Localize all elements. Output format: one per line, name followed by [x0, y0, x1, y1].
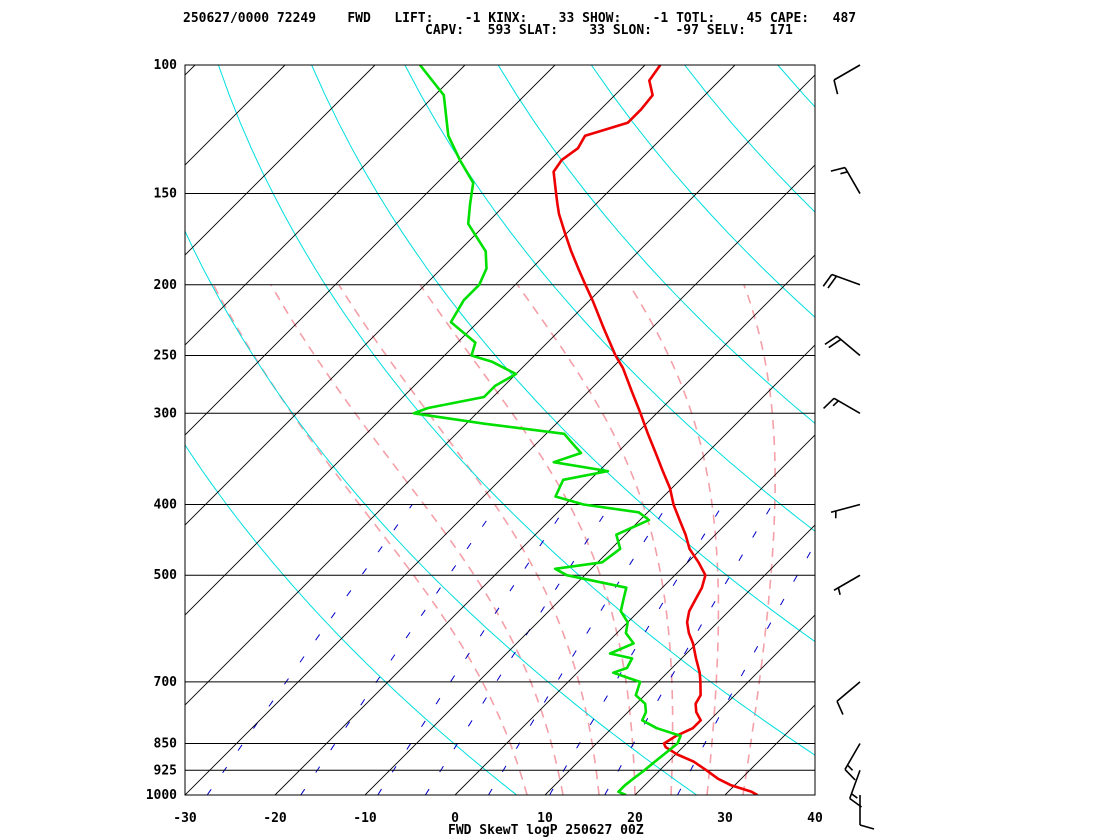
mixing-ratio-line: [424, 504, 612, 795]
wind-barb: [833, 574, 861, 596]
mixing-ratio-line: [377, 504, 568, 795]
pressure-tick-label: 300: [154, 406, 178, 421]
moist-adiabat-line: [742, 284, 777, 795]
wind-barb-flag: [828, 338, 842, 349]
chart-title: FWD SkewT logP 250627 00Z: [448, 823, 644, 838]
isotherm-line: [454, 434, 815, 795]
wind-barb: [830, 166, 861, 194]
wind-barb: [848, 770, 862, 808]
stats-header-line1: 250627/0000 72249 FWD LIFT: -1 KINX: 33 …: [183, 11, 856, 26]
pressure-tick-label: 925: [154, 763, 177, 778]
temperature-tick-label: -10: [353, 811, 377, 826]
isotherm-line: [185, 65, 646, 526]
moist-adiabat-line: [516, 284, 674, 795]
stats-header-line2: CAPV: 593 SLAT: 33 SLON: -97 SELV: 171: [425, 23, 793, 38]
isotherm-line: [0, 65, 105, 795]
wind-barb-half-flag: [846, 764, 854, 771]
wind-barb-flag: [833, 79, 839, 95]
dry-adiabat-line: [404, 65, 815, 532]
wind-barb: [844, 743, 861, 781]
dry-adiabat-line: [871, 65, 1120, 795]
wind-barb-flag: [824, 335, 838, 346]
wind-barb-flag: [822, 274, 833, 287]
wind-barb-flag: [844, 768, 856, 781]
moist-adiabat-line: [270, 284, 564, 795]
isotherm-line: [185, 65, 286, 166]
pressure-tick-label: 250: [154, 348, 178, 363]
temperature-tick-label: 0: [451, 811, 459, 826]
wind-barb-flag: [859, 824, 875, 830]
wind-barb-half-flag: [832, 400, 839, 407]
temperature-tick-label: 30: [717, 811, 733, 826]
dewpoint-trace: [412, 65, 682, 795]
pressure-tick-label: 1000: [146, 788, 177, 803]
dry-adiabat-line: [311, 65, 815, 643]
pressure-tick-label: 150: [154, 187, 178, 202]
pressure-tick-label: 500: [154, 568, 178, 583]
wind-barb: [822, 397, 861, 414]
isotherm-line: [814, 794, 815, 795]
wind-barb-half-flag: [837, 587, 841, 596]
isotherm-line: [724, 704, 815, 795]
wind-barb-flag: [830, 166, 846, 172]
wind-barb: [836, 681, 861, 715]
moist-adiabat-line: [419, 284, 636, 795]
isotherm-line: [185, 65, 736, 616]
isotherm-line: [185, 164, 815, 795]
temperature-tick-labels: -30 -20 -10 0 10 20 30 40: [173, 811, 823, 826]
wind-barb-flag: [836, 700, 844, 715]
pressure-tick-label: 100: [154, 58, 178, 73]
temperature-tick-label: 40: [807, 811, 823, 826]
temperature-tick-label: 20: [627, 811, 643, 826]
wind-barb: [833, 64, 861, 95]
temperature-tick-label: 10: [537, 811, 553, 826]
dry-adiabats: [185, 65, 1120, 795]
isotherm-line: [364, 344, 815, 795]
moist-adiabat-line: [628, 284, 720, 795]
wind-barb-staff: [833, 64, 861, 81]
moist-adiabat-line: [212, 284, 528, 795]
mixing-ratio-line: [488, 504, 669, 795]
mixing-ratio-line: [206, 504, 413, 795]
isotherm-line: [274, 254, 815, 795]
pressure-tick-label: 200: [154, 278, 178, 293]
wind-barb: [859, 795, 875, 830]
dry-adiabat-line: [185, 444, 518, 795]
wind-barb-half-flag: [850, 793, 858, 799]
wind-barb-half-flag: [840, 171, 848, 175]
temperature-trace: [552, 65, 759, 795]
wind-barb-flag: [849, 797, 862, 808]
isotherm-line: [185, 65, 556, 436]
wind-barb: [830, 503, 861, 519]
pressure-tick-label: 700: [154, 675, 178, 690]
wind-barb: [822, 273, 861, 289]
isotherm-line: [634, 614, 815, 795]
dry-adiabat-line: [684, 65, 815, 213]
wind-barb-staff: [836, 681, 861, 702]
isotherm-line: [185, 65, 376, 256]
pressure-tick-label: 850: [154, 736, 178, 751]
wind-barbs: [822, 64, 875, 830]
temperature-tick-label: -20: [263, 811, 287, 826]
moist-adiabats: [212, 284, 777, 795]
wind-barb-flag: [822, 397, 835, 409]
isotherm-line: [185, 74, 815, 706]
wind-barb-staff: [848, 770, 861, 799]
pressure-tick-labels: 100 150 200 250 300 400 500 700 850 925 1000: [146, 58, 177, 803]
dry-adiabat-line: [497, 65, 815, 425]
temperature-tick-label: -30: [173, 811, 197, 826]
pressure-tick-label: 400: [154, 498, 178, 513]
moist-adiabat-line: [338, 284, 600, 795]
isotherms: [0, 65, 815, 795]
dry-adiabat-line: [777, 65, 815, 108]
wind-barb-flag: [827, 275, 838, 289]
isotherm-line: [185, 65, 466, 346]
sounding-traces: [412, 65, 759, 795]
plot-frame: [184, 64, 816, 796]
wind-barb: [824, 335, 861, 357]
isotherm-line: [544, 524, 815, 795]
